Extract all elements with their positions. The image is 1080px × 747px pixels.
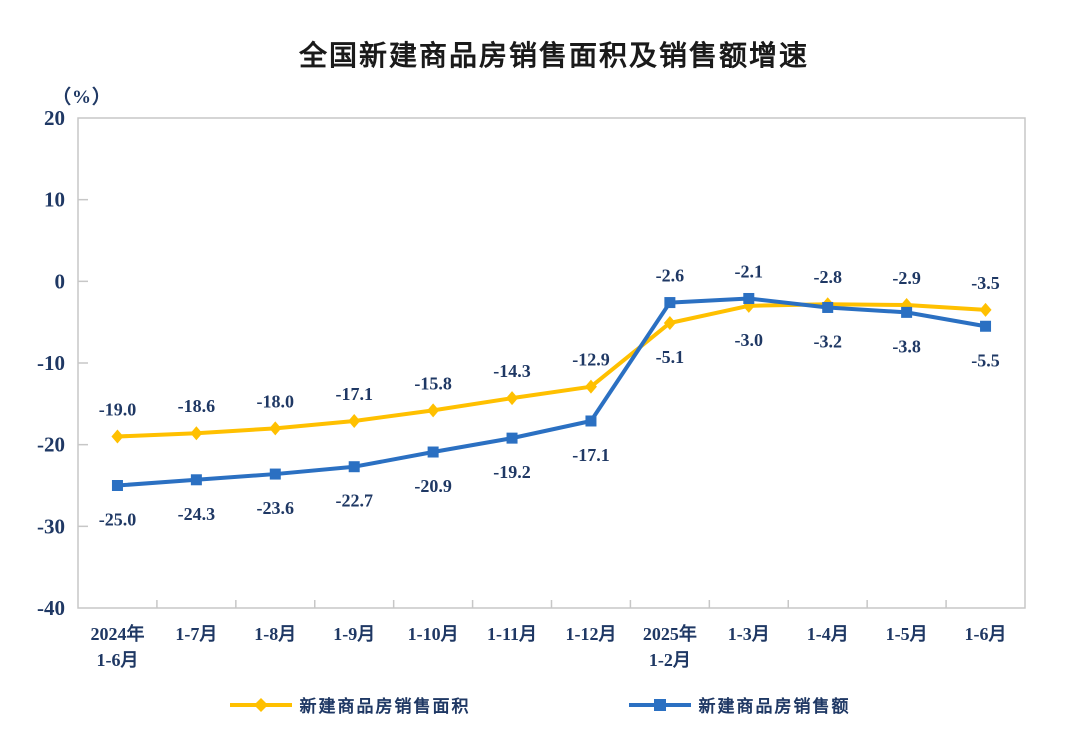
x-axis-label: 1-9月 [333, 624, 375, 644]
data-label: -2.1 [735, 261, 764, 281]
data-label: -15.8 [414, 373, 452, 393]
data-label: -17.1 [572, 445, 610, 465]
data-point-square [980, 320, 992, 332]
data-point-diamond [506, 391, 519, 406]
data-point-diamond [427, 403, 440, 418]
y-tick-label: -20 [37, 433, 65, 457]
x-axis-label: 1-3月 [728, 624, 770, 644]
x-axis-label: 1-4月 [807, 624, 849, 644]
legend-diamond-marker [253, 697, 268, 712]
sales-area-line-icon [229, 697, 292, 712]
y-tick-label: -40 [37, 596, 65, 620]
chart-legend: 新建商品房销售面积 新建商品房销售额 [0, 692, 1080, 717]
data-point-square [348, 461, 360, 473]
y-tick-label: 20 [44, 106, 65, 130]
series-line-1 [115, 296, 988, 488]
data-label: -24.3 [178, 504, 216, 524]
data-label: -3.5 [971, 273, 1000, 293]
x-axis-label: 2025年 1-2月 [643, 623, 697, 670]
data-point-diamond [269, 421, 282, 436]
data-point-square [190, 474, 202, 486]
data-point-diamond [584, 379, 597, 394]
y-tick-label: 0 [55, 269, 66, 293]
data-label: -2.9 [892, 268, 921, 288]
y-tick-label: -10 [37, 351, 65, 375]
line-chart: 20 10 0 -10 -20 -30 -40 2024年 1-6月 1-7月 1-8月 1-9月 1-… [37, 106, 1026, 670]
x-axis-label: 1-7月 [175, 624, 217, 644]
data-label: -17.1 [335, 384, 373, 404]
y-axis-unit-label: （%） [52, 87, 113, 108]
data-label: -20.9 [414, 476, 452, 496]
data-point-diamond [190, 426, 203, 441]
data-point-square [901, 306, 913, 318]
data-point-diamond [111, 429, 124, 444]
data-label: -2.8 [813, 267, 842, 287]
legend-label-sales-area: 新建商品房销售面积 [299, 697, 471, 716]
data-label: -18.0 [257, 391, 295, 411]
chart-title: 全国新建商品房销售面积及销售额增速 [298, 40, 809, 71]
data-point-square [743, 292, 755, 304]
x-axis-label: 1-11月 [487, 624, 537, 644]
data-point-diamond [663, 315, 676, 330]
data-label: -23.6 [257, 498, 295, 518]
data-label: -18.6 [178, 396, 216, 416]
sales-amount-line-icon [628, 698, 691, 711]
data-label: -19.0 [99, 400, 137, 420]
legend-square-marker [653, 698, 666, 711]
series-line-0 [115, 302, 988, 439]
data-point-diamond [979, 302, 992, 317]
data-point-square [269, 468, 281, 480]
x-axis-label: 1-12月 [565, 624, 616, 644]
x-axis-label: 1-10月 [408, 624, 459, 644]
x-axis-label: 1-5月 [886, 624, 928, 644]
data-point-square [822, 301, 834, 313]
data-label: -14.3 [493, 361, 531, 381]
data-point-square [427, 446, 439, 458]
data-point-square [664, 297, 676, 309]
legend-item-sales-area: 新建商品房销售面积 [229, 692, 471, 717]
data-point-square [111, 480, 123, 491]
data-point-square [585, 415, 597, 427]
x-axis-label: 2024年 1-6月 [90, 623, 144, 670]
y-tick-label: 10 [44, 188, 65, 212]
legend-item-sales-amount: 新建商品房销售额 [628, 692, 851, 717]
data-label: -25.0 [99, 510, 137, 530]
data-point-diamond [348, 413, 361, 428]
data-label: -2.6 [656, 266, 685, 286]
data-label: -3.2 [813, 331, 842, 351]
data-label: -3.8 [892, 336, 921, 356]
data-point-square [506, 432, 518, 444]
y-tick-label: -30 [37, 514, 65, 538]
data-label: -12.9 [572, 350, 610, 370]
plot-frame [77, 117, 1026, 609]
data-label: -5.1 [656, 347, 685, 367]
data-label: -22.7 [335, 491, 373, 511]
data-label: -5.5 [971, 350, 1000, 370]
x-axis-label: 1-6月 [965, 624, 1007, 644]
legend-label-sales-amount: 新建商品房销售额 [698, 697, 851, 716]
data-label: -19.2 [493, 462, 531, 482]
data-label: -3.0 [735, 330, 764, 350]
x-axis-label: 1-8月 [254, 624, 296, 644]
